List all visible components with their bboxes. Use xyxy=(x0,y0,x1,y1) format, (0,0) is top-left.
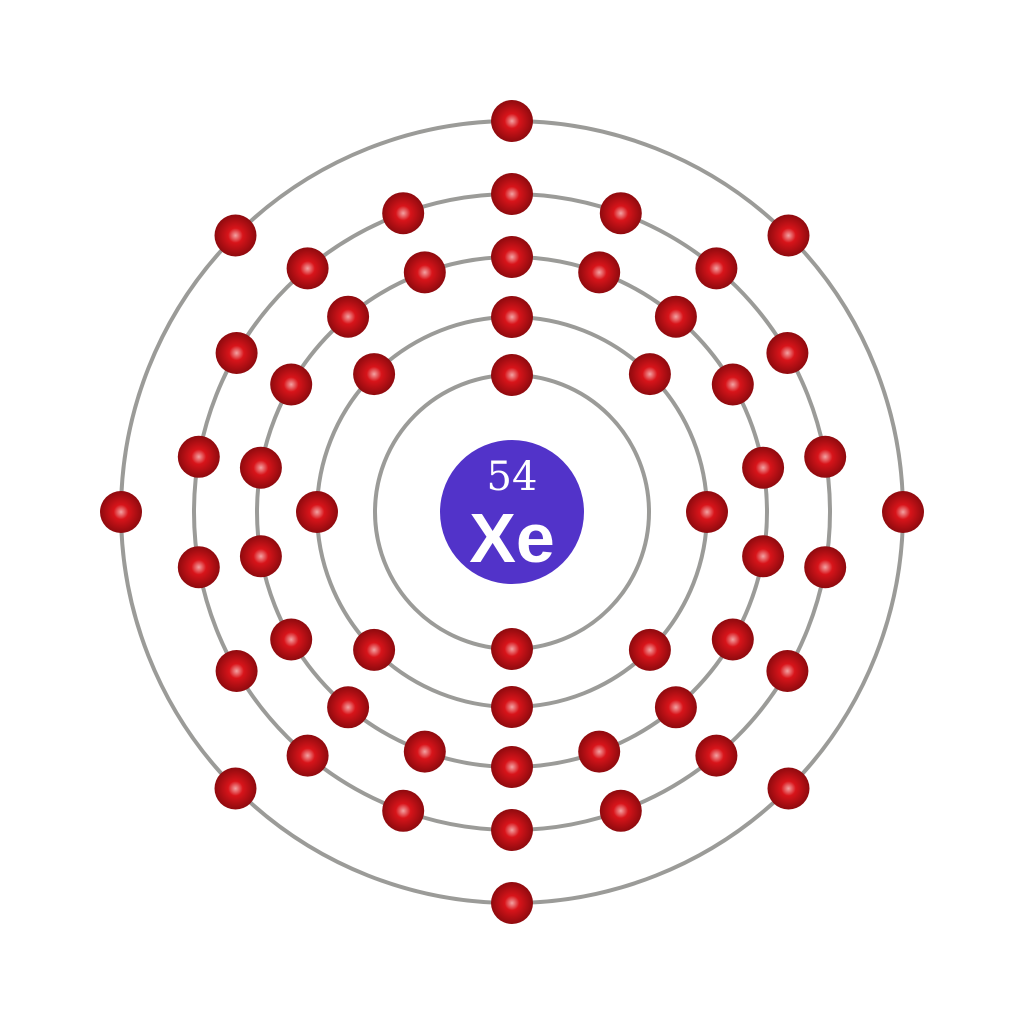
nucleus-icon xyxy=(440,440,584,584)
electron-icon xyxy=(491,882,533,924)
electron-icon xyxy=(491,809,533,851)
electron-icon xyxy=(215,332,258,374)
electron-icon xyxy=(654,295,697,338)
electron-icon xyxy=(327,686,370,729)
electron-icon xyxy=(882,491,924,533)
electron-icon xyxy=(766,332,809,374)
electron-icon xyxy=(711,618,754,661)
electron-icon xyxy=(382,192,425,235)
electron-icon xyxy=(711,363,754,406)
electron-icon xyxy=(578,730,621,773)
electron-icon xyxy=(382,789,425,832)
electron-icon xyxy=(286,734,329,777)
electron-icon xyxy=(214,214,257,257)
element-symbol: Xe xyxy=(469,499,555,577)
electron-icon xyxy=(766,650,809,692)
electrons xyxy=(100,100,924,924)
electron-icon xyxy=(804,546,847,589)
electron-icon xyxy=(327,295,370,338)
electron-icon xyxy=(742,535,785,578)
electron-icon xyxy=(177,546,220,589)
atomic-number: 54 xyxy=(487,454,538,500)
electron-icon xyxy=(491,354,533,396)
electron-icon xyxy=(767,214,810,257)
electron-icon xyxy=(491,173,533,215)
electron-icon xyxy=(296,491,338,533)
electron-icon xyxy=(239,446,282,489)
electron-icon xyxy=(353,628,396,671)
electron-icon xyxy=(491,100,533,142)
electron-icon xyxy=(695,734,738,777)
electron-icon xyxy=(491,746,533,788)
electron-icon xyxy=(177,435,220,478)
electron-icon xyxy=(767,767,810,810)
electron-icon xyxy=(628,353,671,396)
electron-icon xyxy=(100,491,142,533)
electron-icon xyxy=(270,363,313,406)
electron-icon xyxy=(599,789,642,832)
electron-icon xyxy=(491,686,533,728)
electron-icon xyxy=(804,435,847,478)
electron-icon xyxy=(491,236,533,278)
electron-icon xyxy=(491,296,533,338)
electron-icon xyxy=(286,247,329,290)
electron-icon xyxy=(215,650,258,692)
electron-icon xyxy=(353,353,396,396)
electron-icon xyxy=(742,446,785,489)
electron-icon xyxy=(270,618,313,661)
electron-icon xyxy=(403,730,446,773)
electron-icon xyxy=(628,628,671,671)
electron-icon xyxy=(403,251,446,294)
electron-icon xyxy=(214,767,257,810)
electron-icon xyxy=(695,247,738,290)
electron-icon xyxy=(578,251,621,294)
electron-icon xyxy=(654,686,697,729)
electron-icon xyxy=(686,491,728,533)
electron-icon xyxy=(239,535,282,578)
electron-icon xyxy=(599,192,642,235)
nucleus: 54 Xe xyxy=(440,440,584,584)
electron-icon xyxy=(491,628,533,670)
